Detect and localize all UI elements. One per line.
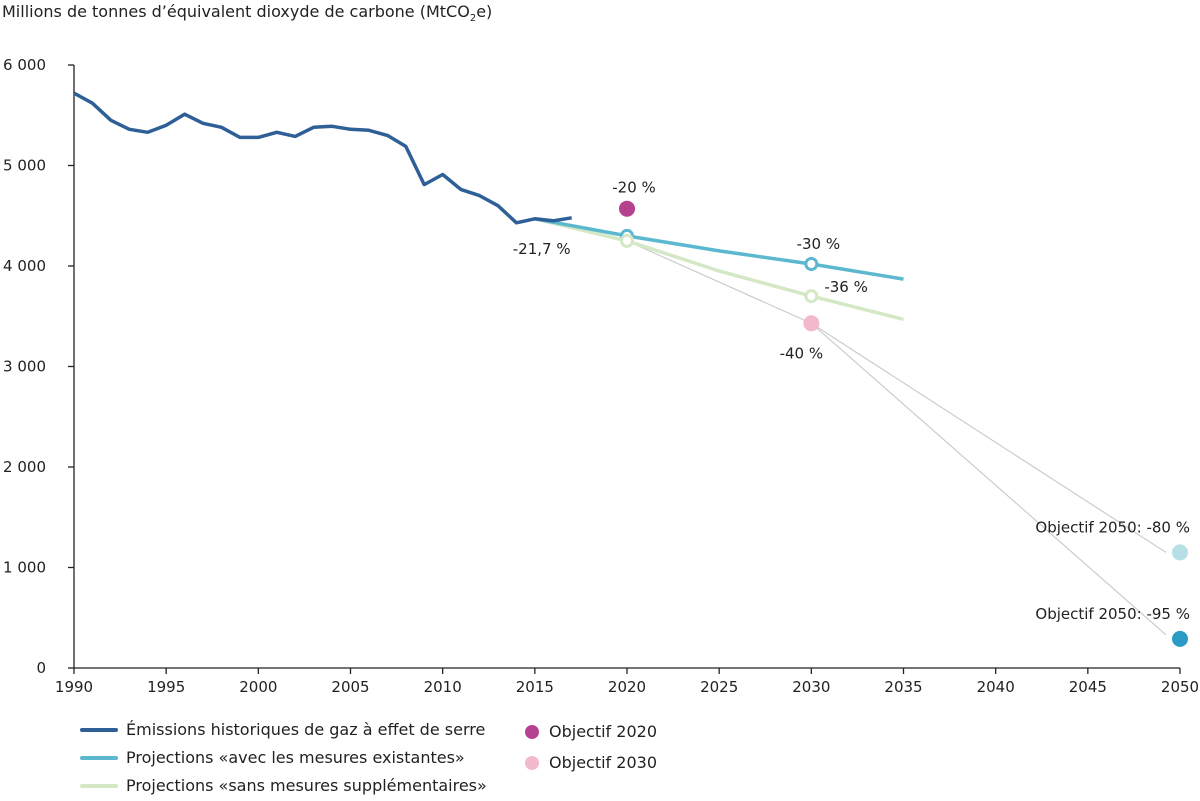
point-target-2020 [619,200,635,217]
y-tick-label: 0 [36,659,46,677]
target-guide-lines [626,240,1167,636]
y-tick-label: 1 000 [3,559,46,577]
legend-item-historical: Émissions historiques de gaz à effet de … [80,720,485,739]
x-tick-label: 2030 [792,678,830,696]
series-lines [73,91,904,321]
data-labels: -20 % -40 % Objectif 2050: -80 % Objectif 2… [513,179,1190,623]
x-tick-label: 1990 [55,678,93,696]
annotation-wam-2030: -36 % [824,278,868,296]
legend-swatch-wam [80,783,118,788]
guide-line-2050-80 [811,322,1167,553]
label-target-2050-95: Objectif 2050: -95 % [1035,605,1190,623]
y-tick-label: 4 000 [3,257,46,275]
marker-wam-2030 [804,289,819,304]
label-target-2050-80: Objectif 2050: -80 % [1035,518,1190,536]
legend-label-historical: Émissions historiques de gaz à effet de … [126,720,486,739]
x-tick-label: 2015 [516,678,554,696]
guide-line-2050-95 [810,322,1167,636]
legend-label-wem: Projections «avec les mesures existantes… [126,748,465,767]
legend-swatch-historical [80,727,118,732]
label-target-2020: -20 % [612,179,656,197]
y-tick-label: 3 000 [3,358,46,376]
label-target-2030: -40 % [780,344,824,362]
point-target-2030 [803,315,820,332]
legend-label-wam: Projections «sans mesures supplémentaire… [126,776,487,795]
legend-swatch-wem [80,755,118,760]
annotation-wem-2030: -30 % [797,235,841,253]
point-target-2050-80 [1172,544,1188,561]
marker-wam-2020 [620,233,634,248]
series-line-historical [73,91,572,225]
legend-label-target-2030: Objectif 2030 [549,753,657,772]
x-axis: 1990 1995 2000 2005 2010 2015 2020 2025 2030 2035… [55,667,1199,696]
unit-title-tail: e) [476,2,493,21]
x-tick-label: 2050 [1161,678,1199,696]
legend: Émissions historiques de gaz à effet de … [80,720,780,800]
guide-line-2030 [626,240,812,324]
x-tick-label: 2005 [331,678,369,696]
annotation-2017: -21,7 % [513,240,571,258]
y-axis: 0 1 000 2 000 3 000 4 000 5 000 6 000 [3,56,75,677]
legend-item-target-2030: Objectif 2030 [525,753,657,772]
x-tick-label: 2045 [1069,678,1107,696]
x-tick-label: 2025 [700,678,738,696]
x-tick-label: 2020 [608,678,646,696]
point-target-2050-95 [1172,630,1188,647]
unit-title-subscript: 2 [469,13,477,25]
series-line-wem [534,217,904,281]
x-tick-label: 2040 [977,678,1015,696]
markers [619,200,1188,647]
y-axis-unit-title: Millions de tonnes d’équivalent dioxyde … [2,2,492,24]
series-line-wam [534,217,904,321]
x-tick-label: 2010 [424,678,462,696]
y-tick-label: 2 000 [3,458,46,476]
legend-label-target-2020: Objectif 2020 [549,722,657,741]
legend-item-wam: Projections «sans mesures supplémentaire… [80,776,487,795]
legend-item-target-2020: Objectif 2020 [525,722,657,741]
legend-swatch-target-2030 [525,755,539,770]
marker-wem-2030 [804,256,819,271]
unit-title-main: Millions de tonnes d’équivalent dioxyde … [2,2,470,21]
legend-item-wem: Projections «avec les mesures existantes… [80,748,465,767]
legend-swatch-target-2020 [525,724,539,739]
x-tick-label: 2000 [239,678,277,696]
x-tick-label: 2035 [884,678,922,696]
y-tick-label: 5 000 [3,157,46,175]
x-tick-label: 1995 [147,678,185,696]
y-tick-label: 6 000 [3,56,46,74]
